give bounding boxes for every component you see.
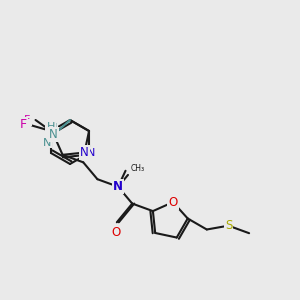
Text: N: N xyxy=(49,128,58,141)
Text: CH₃: CH₃ xyxy=(131,164,145,173)
Text: O: O xyxy=(111,226,121,239)
Text: N: N xyxy=(113,180,123,193)
Text: F: F xyxy=(20,118,27,131)
Text: H: H xyxy=(46,122,55,132)
Text: S: S xyxy=(225,219,232,232)
Text: F: F xyxy=(24,115,31,125)
Text: N: N xyxy=(43,138,52,148)
Text: N: N xyxy=(80,146,89,159)
Text: H: H xyxy=(50,123,57,133)
Text: N: N xyxy=(86,148,95,158)
Text: O: O xyxy=(168,196,178,208)
